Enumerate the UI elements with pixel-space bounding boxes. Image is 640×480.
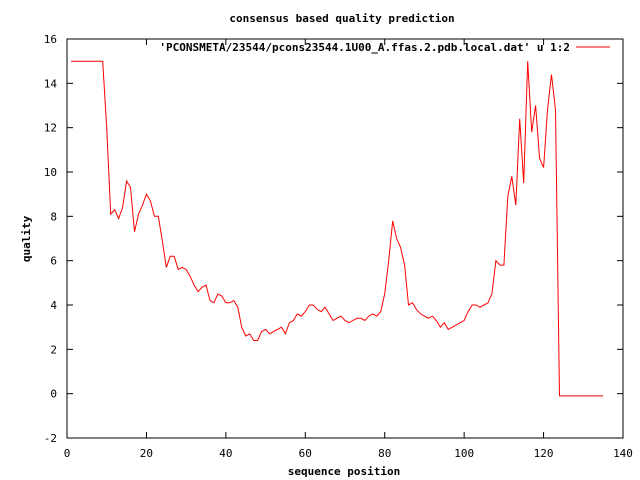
y-tick-label: 16	[44, 33, 57, 46]
y-tick-label: 8	[50, 210, 57, 223]
x-tick-label: 60	[299, 447, 312, 460]
y-tick-label: -2	[44, 432, 57, 445]
x-tick-label: 20	[140, 447, 153, 460]
y-axis: -2 0 2 4 6 8 10 12 14 16	[44, 33, 623, 445]
series-line	[71, 60, 604, 397]
x-tick-label: 40	[219, 447, 232, 460]
plot-frame	[66, 38, 624, 439]
x-tick-label: 80	[378, 447, 391, 460]
chart-title: consensus based quality prediction	[229, 12, 454, 25]
y-tick-label: 4	[50, 299, 57, 312]
legend-entry-label: 'PCONSMETA/23544/pcons23544.1U00_A.ffas.…	[159, 41, 570, 54]
y-tick-label: 10	[44, 166, 57, 179]
x-tick-label: 0	[64, 447, 71, 460]
x-tick-label: 120	[534, 447, 554, 460]
x-axis: 0 20 40 60 80 100 120 140	[64, 39, 633, 460]
series-layer	[71, 60, 604, 397]
x-tick-label: 100	[454, 447, 474, 460]
x-axis-label: sequence position	[288, 465, 401, 478]
legend: 'PCONSMETA/23544/pcons23544.1U00_A.ffas.…	[159, 41, 610, 54]
y-tick-label: 6	[50, 255, 57, 268]
y-tick-label: 12	[44, 122, 57, 135]
y-axis-label: quality	[20, 215, 33, 262]
y-tick-label: 14	[44, 77, 58, 90]
x-tick-label: 140	[613, 447, 633, 460]
y-tick-label: 0	[50, 388, 57, 401]
y-tick-label: 2	[50, 343, 57, 356]
